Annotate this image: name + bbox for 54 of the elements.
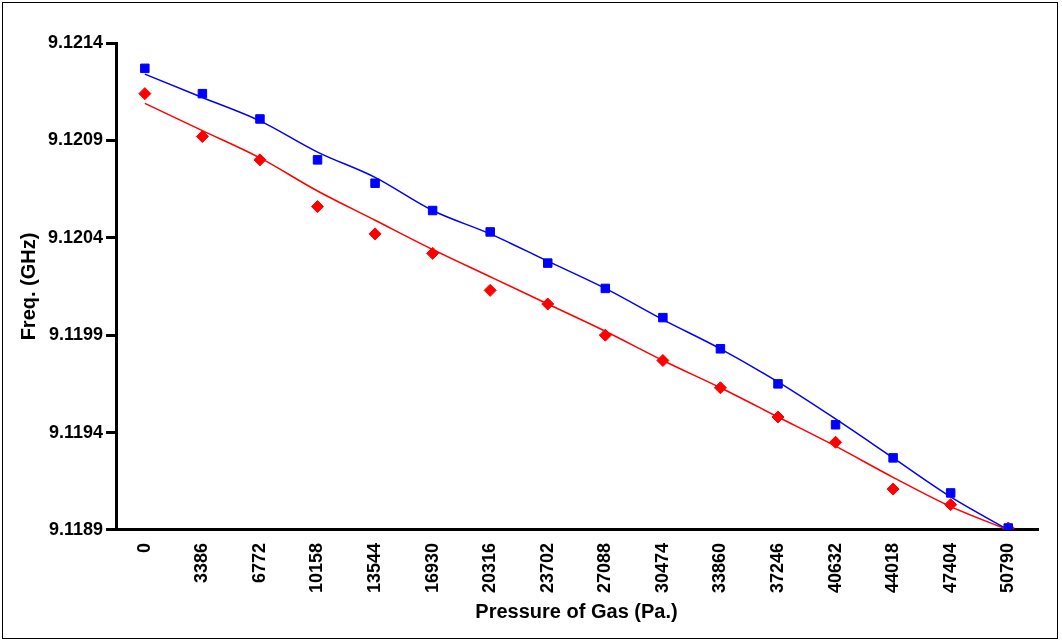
point [713,381,727,395]
point [656,353,670,367]
point [944,498,958,512]
y-tick-label: 9.1194 [48,421,104,442]
point [368,227,382,241]
point [312,155,323,165]
point [771,410,785,424]
point [370,178,380,188]
point [483,283,497,297]
x-tick-label: 0 [133,542,154,553]
x-tick-label: 37246 [766,542,787,594]
x-tick-label: 3386 [191,542,212,583]
x-tick-label: 10158 [306,542,327,594]
x-tick-label: 30474 [651,542,672,594]
x-tick-label: 23702 [536,542,557,594]
y-tick-label: 9.1209 [47,129,104,150]
point [140,63,150,74]
x-tick-label: 40632 [824,542,845,594]
y-tick-label: 9.1189 [48,518,104,539]
point [253,153,267,167]
point [658,312,668,323]
point [138,87,152,101]
point [195,129,209,143]
point [600,283,611,294]
point [773,379,783,389]
x-tick-label: 6772 [248,542,269,583]
x-tick-label: 47404 [939,542,960,594]
point [829,435,843,449]
point [543,258,553,268]
point [715,344,726,354]
point [830,420,841,430]
point [541,297,555,311]
x-tick-label: 33860 [709,542,730,594]
x-tick-label: 16930 [421,542,442,594]
point [945,488,956,498]
y-tick-label: 9.1214 [47,31,104,52]
point [427,205,438,216]
point [255,114,265,124]
x-tick-label: 27088 [594,542,615,594]
y-axis-title: Freq. (GHz) [16,232,39,341]
x-tick-label: 13544 [364,542,385,594]
x-axis-title: Pressure of Gas (Pa.) [475,599,678,622]
x-tick-label: 44018 [882,542,903,594]
y-tick-label: 9.1204 [47,226,104,247]
x-tick-label: 20316 [479,542,500,594]
point [886,482,900,496]
point [598,328,612,342]
x-tick-label: 50790 [997,542,1018,594]
point [197,88,208,99]
point [311,200,325,214]
point [485,227,495,237]
point [426,246,440,260]
y-tick-label: 9.1199 [48,324,104,345]
point [888,453,898,463]
